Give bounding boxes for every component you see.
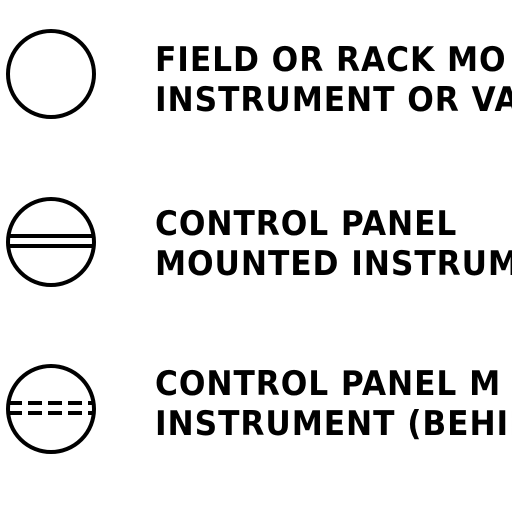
behind-panel-instrument-label-line1: CONTROL PANEL M (155, 364, 502, 404)
field-instrument-circle-icon (6, 29, 96, 119)
control-panel-instrument-label-line1: CONTROL PANEL (155, 204, 458, 244)
behind-panel-instrument-label: CONTROL PANEL M INSTRUMENT (BEHIN (155, 364, 512, 444)
control-panel-instrument-label: CONTROL PANEL MOUNTED INSTRUM (155, 204, 512, 284)
behind-panel-instrument-label-line2: INSTRUMENT (BEHIN (155, 404, 512, 444)
control-panel-instrument-label-line2: MOUNTED INSTRUM (155, 244, 512, 284)
field-instrument-label: FIELD OR RACK MO INSTRUMENT OR VA (155, 40, 512, 120)
behind-panel-instrument-circle-icon (6, 364, 96, 454)
field-instrument-label-line2: INSTRUMENT OR VA (155, 80, 512, 120)
field-instrument-label-line1: FIELD OR RACK MO (155, 40, 507, 80)
control-panel-instrument-circle-icon (6, 197, 96, 287)
